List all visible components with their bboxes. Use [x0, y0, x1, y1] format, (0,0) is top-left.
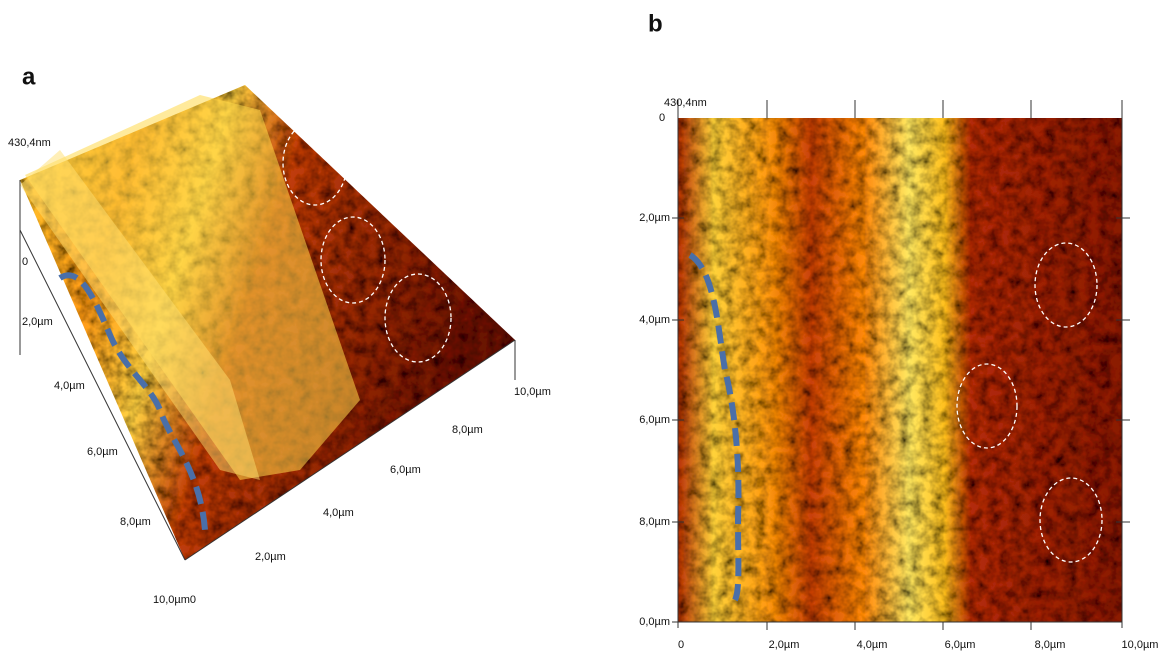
y-axis-label: 2,0µm: [639, 212, 670, 224]
y-axis-label: 4,0µm: [639, 314, 670, 326]
x-axis-label: 6,0µm: [945, 639, 976, 651]
z-zero-label: 0: [22, 256, 28, 268]
x-axis-label: 8,0µm: [452, 424, 483, 436]
surface-image: [678, 118, 1122, 622]
y-axis-label: 4,0µm: [54, 380, 85, 392]
y-axis-label: 6,0µm: [639, 414, 670, 426]
panel-label: a: [22, 63, 36, 90]
x-axis-label: 2,0µm: [769, 639, 800, 651]
x-axis-label: 8,0µm: [1035, 639, 1066, 651]
x-axis-label: 10,0µm: [1122, 639, 1159, 651]
z-scale-label: 430,4nm: [664, 97, 707, 109]
y-axis-label: 6,0µm: [87, 446, 118, 458]
z-scale-label: 430,4nm: [8, 137, 51, 149]
panel-b: b 430,4nm 0 2,0µm 4,0µm 6,0µm 8,0µm 0,0µ…: [639, 10, 1158, 651]
x-axis-label: 4,0µm: [323, 507, 354, 519]
x-axis-label: 0: [678, 639, 684, 651]
y-axis-label: 8,0µm: [639, 516, 670, 528]
y-axis-label: 8,0µm: [120, 516, 151, 528]
figure: a 430,4nm 0 2,0µm 4,0µm 6,0µm 8,0µm 10,0…: [0, 0, 1172, 656]
y-axis-label: 0,0µm: [639, 616, 670, 628]
panel-a: a 430,4nm 0 2,0µm 4,0µm 6,0µm 8,0µm 10,0…: [8, 63, 551, 606]
z-zero-label: 0: [659, 112, 665, 124]
panel-label: b: [648, 10, 663, 37]
x-axis-label: 6,0µm: [390, 464, 421, 476]
x-axis-label: 10,0µm: [514, 386, 551, 398]
y-axis-label: 2,0µm: [22, 316, 53, 328]
x-axis-label: 4,0µm: [857, 639, 888, 651]
y-axis-label: 10,0µm0: [153, 594, 196, 606]
x-axis-label: 2,0µm: [255, 551, 286, 563]
